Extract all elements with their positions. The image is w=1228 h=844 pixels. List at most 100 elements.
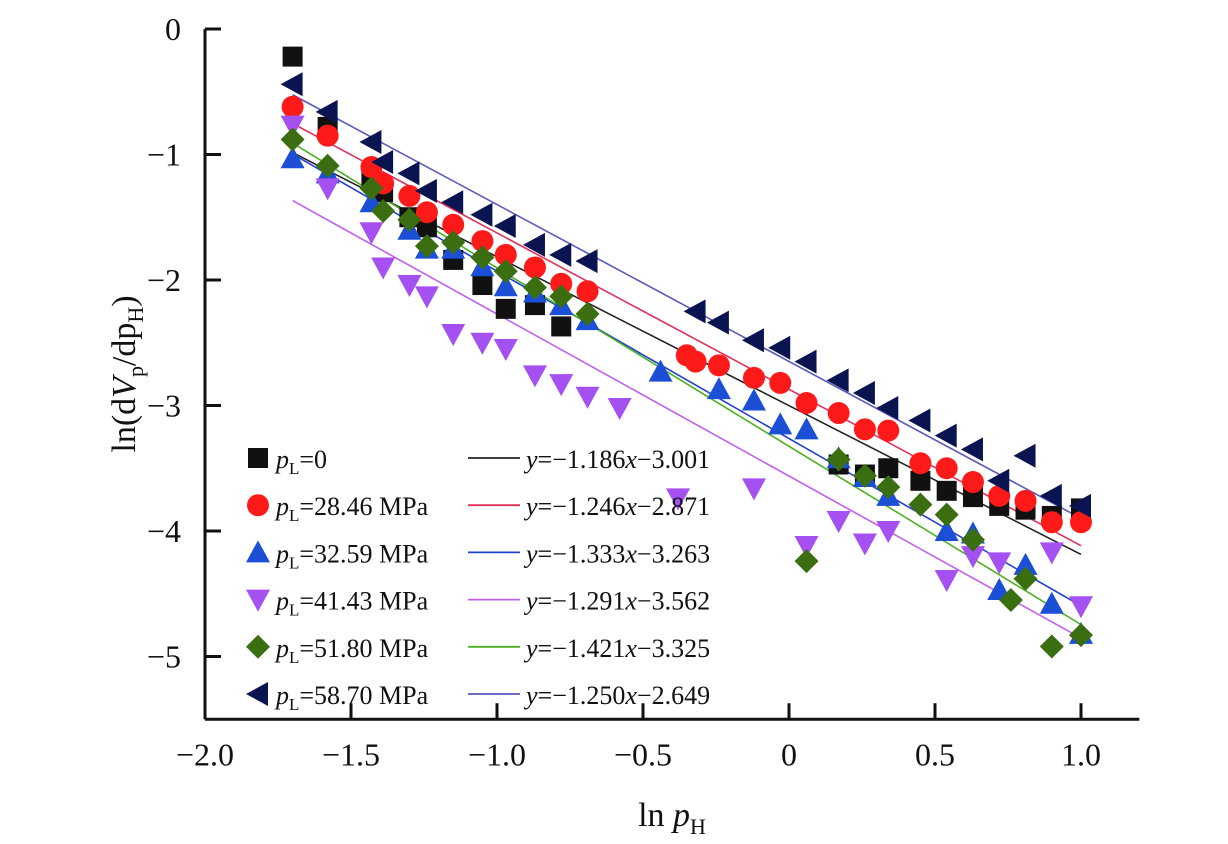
data-point	[987, 552, 1012, 575]
legend-marker	[248, 448, 268, 468]
legend-marker	[246, 634, 270, 659]
x-tick-label: 0	[781, 736, 797, 772]
data-point	[495, 298, 516, 319]
data-point	[826, 368, 849, 393]
data-point	[936, 480, 957, 501]
data-point	[853, 418, 876, 441]
data-point	[742, 366, 765, 389]
data-point	[442, 213, 465, 236]
data-point	[315, 99, 338, 124]
data-point	[316, 124, 339, 147]
data-point	[769, 371, 792, 394]
data-point	[960, 527, 985, 552]
legend-label: pL=32.59 MPa	[274, 539, 429, 572]
data-point	[280, 146, 305, 169]
data-point	[493, 214, 516, 239]
data-point	[826, 447, 851, 472]
data-point	[934, 519, 959, 541]
data-point	[1039, 591, 1064, 614]
data-point	[794, 417, 819, 440]
data-point	[398, 184, 421, 207]
data-point	[493, 259, 518, 284]
data-point	[441, 230, 466, 255]
data-point	[741, 478, 766, 501]
fit-line	[292, 199, 1082, 639]
legend-label: pL=41.43 MPa	[274, 587, 429, 620]
data-point	[934, 502, 959, 527]
data-point	[934, 569, 959, 592]
data-point	[493, 339, 518, 362]
data-point	[471, 230, 494, 253]
data-point	[827, 402, 850, 425]
data-point	[961, 471, 984, 494]
data-point	[1013, 443, 1036, 468]
x-tick-label: 1.0	[1061, 736, 1101, 772]
y-tick-label: −2	[147, 262, 181, 298]
data-point	[549, 374, 574, 397]
data-point	[416, 217, 437, 238]
data-point	[852, 533, 877, 556]
legend: pL=0 y=−1.186x−3.001 pL=28.46 MPa y=−1.246x…	[246, 445, 710, 714]
data-point	[877, 419, 900, 442]
axes: −2.0 −1.5 −1.0 −0.5 0 0.5 1.0 0 −1 −2 −3 −4 −5	[147, 11, 1140, 772]
data-point	[908, 408, 931, 433]
data-point	[315, 153, 340, 178]
data-point	[910, 470, 931, 491]
data-point	[575, 301, 600, 326]
data-point	[768, 412, 793, 435]
data-point	[988, 484, 1011, 507]
fit-line	[292, 94, 1082, 520]
data-point	[1039, 483, 1062, 508]
legend-label: pL=58.70 MPa	[274, 681, 429, 714]
y-tick-label: −1	[147, 137, 181, 173]
x-tick-label: −1.5	[322, 736, 380, 772]
legend-equation: y=−1.246x−2.871	[523, 492, 710, 521]
data-point	[794, 536, 819, 559]
data-point	[794, 349, 817, 374]
data-point	[741, 388, 766, 411]
legend-marker	[246, 682, 268, 706]
data-point	[280, 115, 305, 138]
data-point	[987, 468, 1010, 493]
data-point	[359, 176, 384, 201]
legend-marker	[246, 540, 270, 563]
data-point	[1013, 566, 1038, 591]
data-point	[522, 275, 547, 300]
x-tick-label: −1.0	[468, 736, 526, 772]
data-point	[1013, 552, 1038, 575]
data-point	[551, 316, 572, 337]
data-point	[397, 207, 422, 232]
data-point	[441, 323, 466, 346]
data-point	[876, 475, 901, 500]
data-point	[493, 274, 518, 297]
data-point	[494, 243, 517, 266]
data-point	[684, 350, 707, 373]
legend-equation: y=−1.250x−2.649	[523, 681, 710, 710]
data-point	[935, 457, 958, 480]
legend-equation: y=−1.333x−3.263	[523, 539, 710, 568]
legend-marker	[247, 494, 269, 517]
y-tick-label: 0	[165, 11, 181, 47]
data-point	[359, 129, 382, 154]
data-point	[359, 222, 384, 245]
legend-label: pL=51.80 MPa	[274, 634, 429, 667]
legend-label: pL=0	[274, 445, 327, 478]
legend-equation: y=−1.291x−3.562	[523, 587, 710, 616]
data-point	[470, 202, 493, 227]
data-point	[707, 354, 730, 377]
data-point	[741, 328, 764, 353]
data-point	[414, 234, 439, 259]
data-point	[280, 127, 305, 152]
data-point	[522, 232, 545, 257]
data-point	[607, 398, 632, 421]
data-point	[706, 377, 731, 400]
data-point	[397, 275, 422, 298]
data-point	[852, 380, 875, 405]
x-axis-label: ln pH	[638, 797, 706, 839]
data-point	[371, 198, 396, 223]
data-point	[998, 588, 1023, 613]
data-point	[522, 365, 547, 388]
x-tick-label: −0.5	[614, 736, 672, 772]
data-point	[683, 299, 706, 324]
